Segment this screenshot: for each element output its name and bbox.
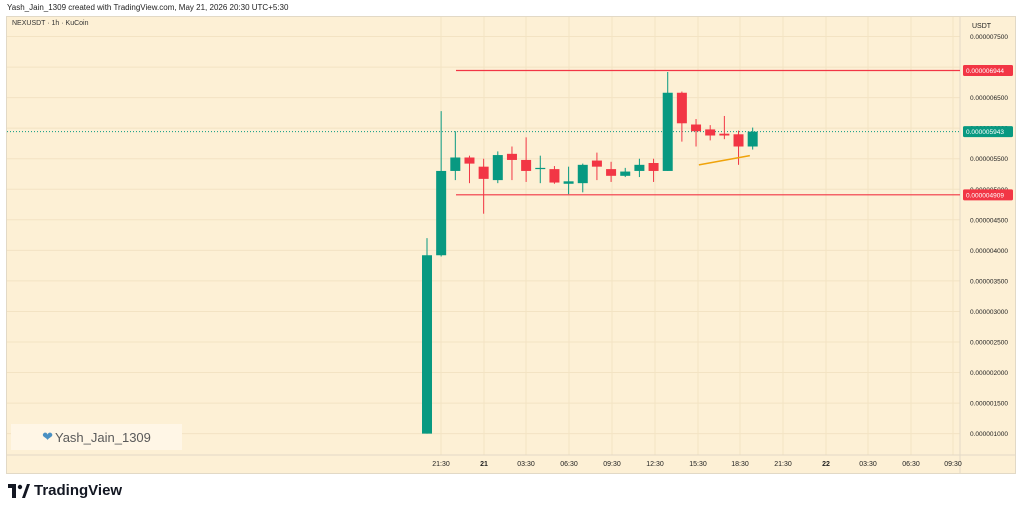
candle-body (705, 129, 716, 136)
x-tick-label: 09:30 (944, 461, 962, 468)
candle-body (719, 133, 730, 136)
candle-body (422, 255, 432, 434)
candle-body (634, 164, 645, 171)
candle-body (648, 163, 659, 171)
price-label-badge (963, 189, 1013, 201)
y-tick-label: 0.000002500 (970, 339, 1008, 346)
brand-name: TradingView (34, 482, 123, 499)
price-label-badge (963, 126, 1013, 138)
x-tick-label: 03:30 (517, 461, 535, 468)
candle-body (591, 160, 602, 167)
x-tick-label: 21 (480, 461, 488, 468)
x-tick-label: 21:30 (432, 461, 450, 468)
y-tick-label: 0.000007500 (970, 34, 1008, 41)
candle-body (577, 164, 588, 184)
y-tick-label: 0.000001000 (970, 431, 1008, 438)
y-tick-label: 0.000003000 (970, 309, 1008, 316)
price-label-badge (963, 65, 1013, 77)
x-tick-label: 12:30 (646, 461, 664, 468)
candle-body (464, 157, 475, 164)
x-tick-label: 22 (822, 461, 830, 468)
watermark-text: Yash_Jain_1309 (55, 429, 151, 445)
x-tick-label: 03:30 (859, 461, 877, 468)
tradingview-logo[interactable]: TradingView (8, 482, 122, 499)
candle-body (662, 92, 673, 171)
candle-body (521, 159, 532, 171)
currency-label: USDT (972, 23, 992, 30)
y-tick-label: 0.000001500 (970, 401, 1008, 408)
candle-body (691, 124, 702, 132)
price-label-text: 0.000005943 (966, 129, 1004, 136)
y-tick-label: 0.000006500 (970, 95, 1008, 102)
chart-area[interactable] (6, 16, 1016, 474)
candle-body (535, 167, 546, 170)
candle-body (747, 131, 758, 147)
symbol-info[interactable]: NEXUSDT · 1h · KuCoin (12, 20, 89, 27)
x-tick-label: 21:30 (774, 461, 792, 468)
y-tick-label: 0.000005500 (970, 156, 1008, 163)
y-tick-label: 0.000002000 (970, 370, 1008, 377)
price-label-text: 0.000006944 (966, 68, 1004, 75)
candle-body (478, 166, 489, 179)
candle-body (620, 171, 631, 176)
candle-body (563, 181, 574, 184)
candle-body (549, 169, 560, 183)
trend-line (698, 154, 750, 166)
candle-body (492, 155, 503, 181)
candle-body (606, 169, 617, 176)
y-tick-label: 0.000004000 (970, 248, 1008, 255)
x-tick-label: 09:30 (603, 461, 621, 468)
tradingview-logo-icon (8, 483, 30, 498)
candle-body (506, 153, 517, 160)
author-watermark: ❤ Yash_Jain_1309 (11, 424, 182, 450)
x-tick-label: 06:30 (902, 461, 920, 468)
candle-body (450, 157, 461, 171)
price-label-text: 0.000004909 (966, 192, 1004, 199)
candle-body (676, 92, 687, 124)
heart-icon: ❤ (42, 429, 53, 444)
chart-attribution: Yash_Jain_1309 created with TradingView.… (7, 3, 289, 12)
y-tick-label: 0.000003500 (970, 278, 1008, 285)
x-tick-label: 15:30 (689, 461, 707, 468)
candle-body (436, 170, 447, 256)
x-tick-label: 06:30 (560, 461, 578, 468)
y-tick-label: 0.000004500 (970, 217, 1008, 224)
x-tick-label: 18:30 (731, 461, 749, 468)
candle-body (733, 134, 744, 147)
